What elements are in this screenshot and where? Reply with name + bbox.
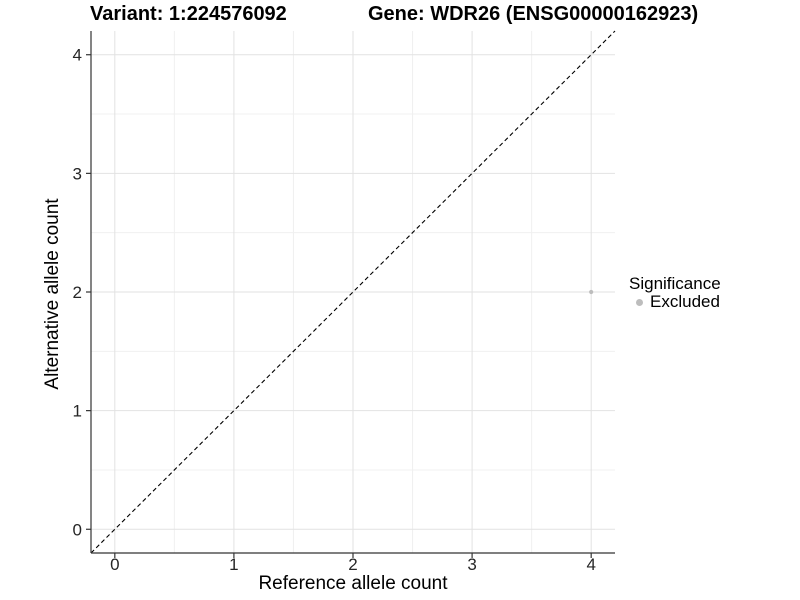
figure-title-variant: Variant: 1:224576092 <box>90 3 287 25</box>
y-tick-label: 2 <box>73 283 82 302</box>
x-tick-label: 0 <box>110 555 119 574</box>
y-axis-title: Alternative allele count <box>42 198 63 390</box>
x-axis-title: Reference allele count <box>258 573 448 594</box>
legend-point-swatch-icon <box>636 298 643 306</box>
y-tick-label: 3 <box>73 164 82 183</box>
y-tick-label: 4 <box>73 46 82 65</box>
x-tick-label: 3 <box>467 555 476 574</box>
x-tick-label: 4 <box>586 555 595 574</box>
legend-item-label: Excluded <box>650 292 720 311</box>
data-point <box>589 289 594 295</box>
y-tick-label: 1 <box>73 402 82 421</box>
legend-item-excluded: Excluded <box>629 293 721 311</box>
identity-dashed-line <box>90 30 616 554</box>
x-tick-label: 1 <box>229 555 238 574</box>
legend-title: Significance <box>629 274 721 293</box>
x-tick-label: 2 <box>348 555 357 574</box>
figure-title-gene: Gene: WDR26 (ENSG00000162923) <box>368 3 699 25</box>
y-tick-label: 0 <box>73 520 82 539</box>
legend: Significance Excluded <box>629 275 721 311</box>
